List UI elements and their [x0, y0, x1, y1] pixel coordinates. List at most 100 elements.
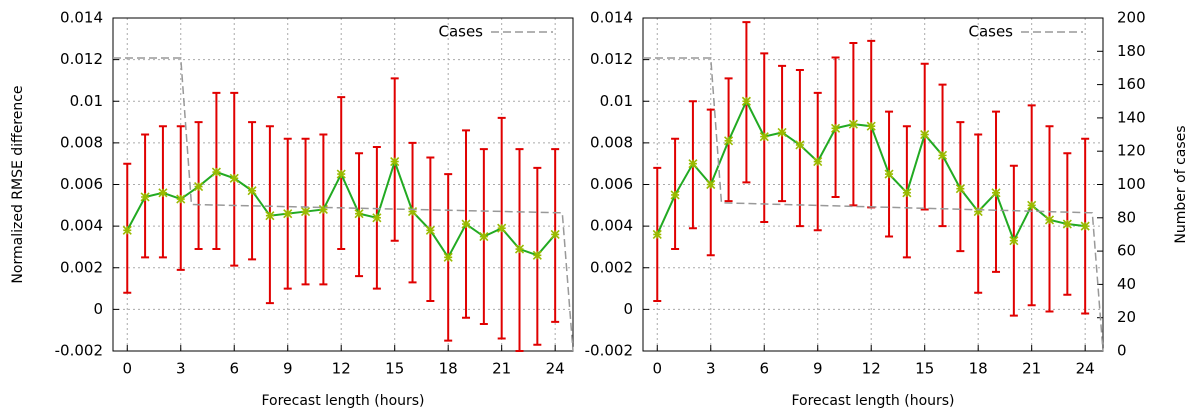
- y-tick-label: -0.002: [585, 342, 633, 360]
- y2-tick-label: 60: [1117, 242, 1136, 260]
- marker: [390, 157, 400, 167]
- y-tick-label: 0.014: [590, 9, 633, 27]
- marker: [830, 123, 841, 133]
- marker: [848, 119, 858, 129]
- marker: [336, 169, 346, 179]
- x-tick-label: 9: [813, 360, 823, 378]
- x-tick-label: 3: [176, 360, 186, 378]
- marker: [354, 209, 364, 219]
- y2-tick-label: 180: [1117, 42, 1146, 60]
- y2-tick-label: 40: [1117, 275, 1136, 293]
- marker: [937, 150, 948, 160]
- y2-tick-label: 20: [1117, 308, 1136, 326]
- y-tick-label: 0.004: [60, 217, 103, 235]
- y2-tick-label: 100: [1117, 175, 1146, 193]
- y-tick-label: 0.002: [60, 258, 103, 276]
- marker: [211, 167, 221, 177]
- y-tick-label: 0.012: [590, 50, 633, 68]
- plot-frame: [642, 17, 1104, 352]
- marker: [318, 204, 328, 215]
- x-tick-label: 24: [1076, 360, 1095, 378]
- marker: [532, 250, 542, 260]
- x-tick-label: 9: [283, 360, 293, 378]
- marker: [1062, 219, 1072, 229]
- marker: [795, 140, 805, 150]
- x-tick-label: 18: [439, 360, 458, 378]
- legend-label: Cases: [968, 23, 1013, 41]
- y2-tick-label: 160: [1117, 75, 1146, 93]
- x-axis-label: Forecast length (hours): [261, 393, 424, 409]
- x-tick-label: 24: [546, 360, 565, 378]
- marker: [991, 188, 1001, 198]
- marker: [550, 229, 560, 240]
- marker: [902, 188, 912, 198]
- marker: [479, 231, 489, 242]
- marker: [425, 225, 435, 235]
- x-tick-label: 21: [492, 360, 511, 378]
- marker: [140, 192, 150, 202]
- x-tick-label: 15: [385, 360, 404, 378]
- x-tick-label: 0: [652, 360, 662, 378]
- marker: [813, 157, 823, 167]
- y-tick-label: 0.01: [70, 92, 103, 110]
- legend-label: Cases: [438, 23, 483, 41]
- cases-line: [113, 57, 574, 352]
- marker: [372, 213, 382, 223]
- marker: [1027, 200, 1037, 210]
- y-tick-label: 0.008: [60, 133, 103, 151]
- marker: [194, 182, 204, 192]
- marker: [158, 188, 168, 198]
- marker: [688, 159, 698, 169]
- marker: [443, 252, 453, 262]
- marker: [176, 194, 186, 204]
- y-tick-label: 0: [93, 300, 103, 318]
- marker: [1080, 221, 1090, 231]
- marker: [514, 244, 525, 254]
- y-tick-label: 0.01: [600, 92, 633, 110]
- y-tick-label: 0.014: [60, 9, 103, 27]
- cases-line: [643, 57, 1104, 352]
- x-tick-label: 6: [759, 360, 769, 378]
- y2-tick-label: 80: [1117, 208, 1136, 226]
- marker: [670, 190, 680, 200]
- marker: [300, 206, 311, 217]
- y-axis-label: Normalized RMSE difference: [10, 85, 26, 283]
- x-tick-label: 0: [122, 360, 132, 378]
- marker: [122, 225, 132, 235]
- marker: [920, 129, 930, 140]
- x-tick-label: 15: [915, 360, 934, 378]
- y-tick-label: 0.012: [60, 50, 103, 68]
- x-tick-label: 12: [862, 360, 881, 378]
- marker: [407, 206, 418, 217]
- y2-tick-label: 200: [1117, 9, 1146, 27]
- y-tick-label: 0: [623, 300, 633, 318]
- x-tick-label: 3: [706, 360, 716, 378]
- marker: [283, 209, 293, 219]
- marker: [884, 169, 894, 179]
- x-tick-label: 21: [1022, 360, 1041, 378]
- marker: [1009, 236, 1019, 246]
- marker: [1044, 215, 1055, 225]
- marker: [247, 186, 257, 196]
- y-tick-label: 0.006: [60, 175, 103, 193]
- x-axis-label: Forecast length (hours): [791, 393, 954, 409]
- marker: [759, 132, 769, 142]
- y-tick-label: -0.002: [55, 342, 103, 360]
- x-tick-label: 12: [332, 360, 351, 378]
- y2-tick-label: 140: [1117, 108, 1146, 126]
- x-tick-label: 6: [229, 360, 239, 378]
- plot-frame: [112, 17, 574, 352]
- marker: [724, 136, 734, 146]
- y-tick-label: 0.004: [590, 217, 633, 235]
- y-tick-label: 0.006: [590, 175, 633, 193]
- x-tick-label: 18: [969, 360, 988, 378]
- marker: [229, 173, 239, 183]
- marker: [461, 219, 471, 229]
- y2-tick-label: 0: [1117, 342, 1127, 360]
- marker: [777, 127, 787, 138]
- marker: [955, 184, 965, 194]
- marker: [866, 121, 876, 131]
- marker: [265, 211, 275, 221]
- marker: [652, 229, 662, 240]
- y2-axis-label: Number of cases: [1173, 125, 1189, 243]
